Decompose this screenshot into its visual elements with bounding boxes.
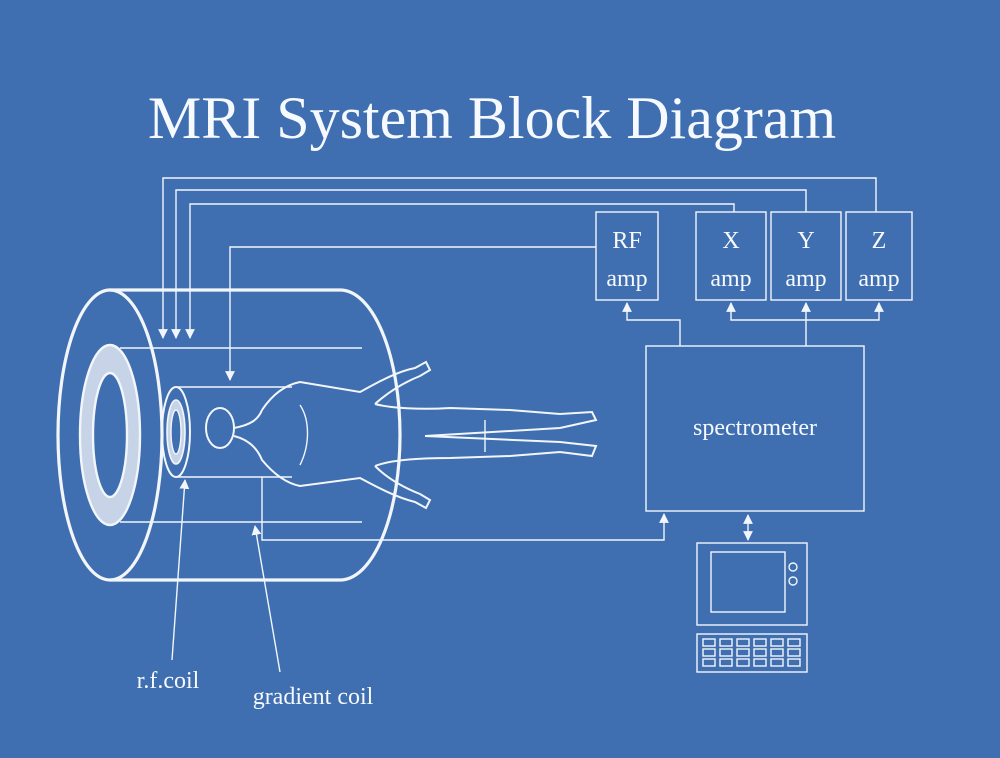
keyboard-key [736, 638, 750, 647]
rf-amp-label-line2: amp [606, 266, 647, 292]
keyboard-key [702, 648, 716, 657]
keyboard-key [787, 648, 801, 657]
receive-signal-wire [261, 477, 669, 541]
keyboard-key [770, 638, 784, 647]
console-monitor [696, 542, 808, 626]
keyboard-key [719, 658, 733, 667]
rf-coil-label: r.f.coil [137, 668, 200, 694]
keyboard-key [753, 638, 767, 647]
spectrometer-box: spectrometer [645, 345, 865, 512]
keyboard-key [736, 658, 750, 667]
gradient-coil-pointer [251, 525, 281, 673]
y-amp-label-line1: Y [797, 228, 814, 254]
keyboard-key [719, 638, 733, 647]
keyboard-key [753, 648, 767, 657]
z-amp-label-line2: amp [858, 266, 899, 292]
y-amp-box: Y amp [770, 211, 842, 301]
console-keyboard [696, 633, 808, 673]
keyboard-key [702, 638, 716, 647]
gradient-coil-cylinder [120, 347, 362, 523]
x-amp-label-line2: amp [710, 266, 751, 292]
spectrometer-to-amps-wires [622, 302, 884, 346]
patient-body-outline [205, 360, 598, 510]
z-amp-box: Z amp [845, 211, 913, 301]
spectrometer-label: spectrometer [693, 415, 817, 441]
keyboard-key [770, 648, 784, 657]
keyboard-key [736, 648, 750, 657]
rf-amp-wire [225, 246, 596, 381]
rf-amp-label-line1: RF [612, 228, 641, 254]
y-amp-label-line2: amp [785, 266, 826, 292]
gradient-amp-wires [158, 177, 877, 339]
keyboard-key [787, 638, 801, 647]
keyboard-key [753, 658, 767, 667]
magnet-bore-ring [78, 343, 142, 527]
keyboard-key [702, 658, 716, 667]
x-amp-label-line1: X [722, 228, 739, 254]
diagram-title: MRI System Block Diagram [148, 85, 836, 151]
keyboard-key [770, 658, 784, 667]
z-amp-label-line1: Z [872, 228, 887, 254]
rf-coil-cylinder [161, 386, 292, 478]
rf-coil-pointer [171, 479, 190, 661]
keyboard-key [787, 658, 801, 667]
x-amp-box: X amp [695, 211, 767, 301]
gradient-coil-label: gradient coil [253, 684, 374, 710]
rf-amp-box: RF amp [595, 211, 659, 301]
keyboard-key [719, 648, 733, 657]
